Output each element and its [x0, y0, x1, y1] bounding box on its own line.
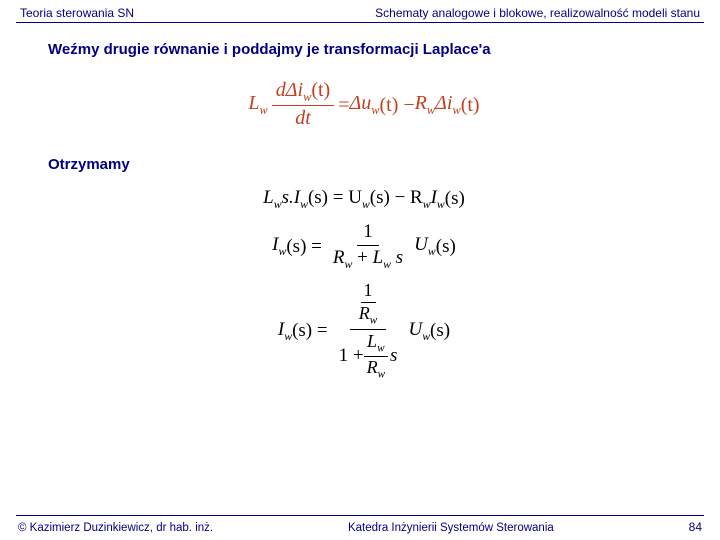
equation-1-wrap: Lw dΔiw(t) dt = Δuw (t) − Rw Δiw (t): [48, 80, 680, 130]
eq1-Rw: Rw: [415, 92, 435, 118]
equation-2c: Iw (s) = 1 Rw 1 + Lw: [278, 281, 450, 381]
eq1-equals: =: [338, 94, 349, 117]
page-number: 84: [689, 520, 702, 534]
eq1-frac-num: dΔiw(t): [272, 80, 334, 106]
footer-rule: [16, 515, 704, 516]
eq2c-frac-num: 1 Rw: [350, 281, 386, 330]
header-left: Teoria sterowania SN: [20, 6, 134, 20]
equation-2a: Lw s.Iw (s) = Uw (s) − Rw Iw (s): [263, 187, 465, 212]
footer-left: © Kazimierz Duzinkiewicz, dr hab. inż.: [18, 522, 213, 534]
slide-footer: © Kazimierz Duzinkiewicz, dr hab. inż. K…: [0, 520, 720, 534]
eq2b-frac: 1 Rw + Lw s: [327, 222, 409, 272]
eq1-frac-den: dt: [295, 106, 311, 130]
eq2c-frac: 1 Rw 1 + Lw Rw: [333, 281, 404, 381]
slide-header: Teoria sterowania SN Schematy analogowe …: [0, 0, 720, 22]
body-line-1: Weźmy drugie równanie i poddajmy je tran…: [48, 41, 680, 58]
eq1-Lw: Lw: [248, 92, 267, 118]
slide-body: Weźmy drugie równanie i poddajmy je tran…: [0, 23, 720, 381]
body-line-2: Otrzymamy: [48, 156, 680, 173]
equation-2b: Iw (s) = 1 Rw + Lw s Uw (s): [272, 222, 456, 272]
eq1-fraction: dΔiw(t) dt: [272, 80, 334, 130]
header-right: Schematy analogowe i blokowe, realizowal…: [375, 6, 700, 20]
eq2c-frac-den: 1 + Lw Rw s: [333, 330, 404, 381]
equation-block-2: Lw s.Iw (s) = Uw (s) − Rw Iw (s) Iw (s) …: [48, 187, 680, 381]
footer-center: Katedra Inżynierii Systemów Sterowania: [348, 522, 554, 534]
equation-1: Lw dΔiw(t) dt = Δuw (t) − Rw Δiw (t): [248, 80, 479, 130]
eq1-rhs-term1: Δuw: [350, 92, 380, 118]
eq1-rhs-term2: Δiw: [435, 92, 461, 118]
